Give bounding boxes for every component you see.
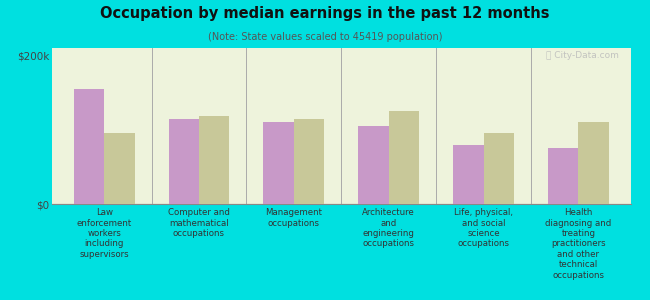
Text: Occupation by median earnings in the past 12 months: Occupation by median earnings in the pas…: [100, 6, 550, 21]
Bar: [358, 126, 389, 204]
Bar: [263, 122, 294, 204]
Bar: [168, 118, 199, 204]
Bar: [389, 111, 419, 204]
Bar: [104, 134, 135, 204]
Bar: [74, 89, 104, 204]
Bar: [548, 148, 578, 204]
Text: (Note: State values scaled to 45419 population): (Note: State values scaled to 45419 popu…: [208, 32, 442, 41]
Bar: [199, 116, 229, 204]
Bar: [578, 122, 608, 204]
Bar: [484, 134, 514, 204]
Bar: [453, 145, 484, 204]
Text: Ⓐ City-Data.com: Ⓐ City-Data.com: [546, 51, 619, 60]
Bar: [294, 118, 324, 204]
